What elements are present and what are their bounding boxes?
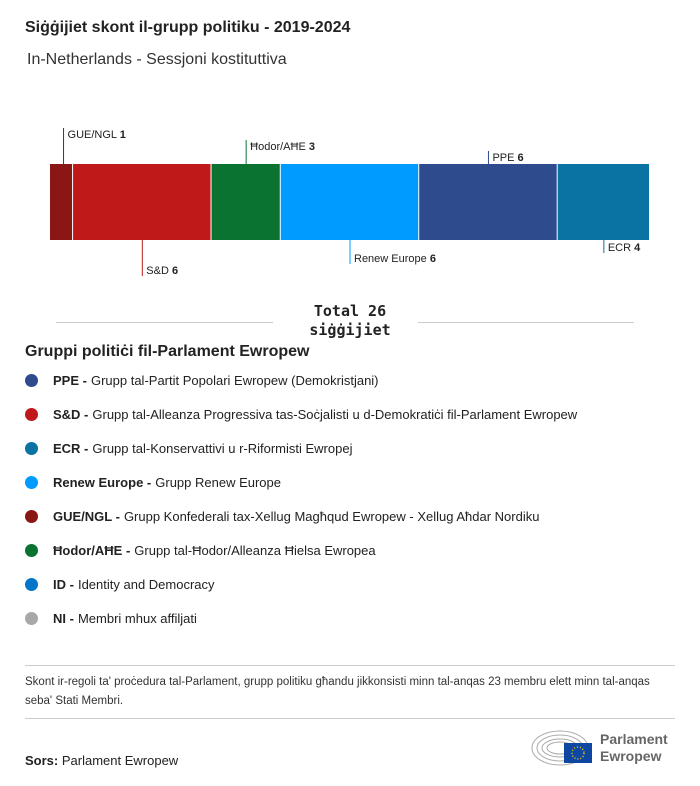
- logo-text: Parlament: [600, 731, 668, 747]
- legend-dot-icon: [25, 544, 38, 557]
- legend-item: Ħodor/AĦE - Grupp tal-Ħodor/Alleanza Ħiel…: [25, 543, 376, 558]
- legend-title: Gruppi politiċi fil-Parlament Ewropew: [25, 343, 310, 360]
- legend-abbr: S&D -: [53, 407, 89, 422]
- legend-abbr: ECR -: [53, 441, 89, 456]
- legend-item: S&D - Grupp tal-Alleanza Progressiva tas-…: [25, 407, 577, 422]
- bar-label: PPE 6: [492, 152, 523, 164]
- legend-item: ECR - Grupp tal-Konservattivi u r-Riformi…: [25, 441, 352, 456]
- source: Sors: Parlament Ewropew: [25, 753, 178, 768]
- legend-name: Grupp tal-Ħodor/Alleanza Ħielsa Ewropea: [134, 543, 376, 558]
- bar-label: Renew Europe 6: [354, 253, 436, 265]
- divider: [56, 322, 273, 323]
- legend-abbr: ID -: [53, 577, 74, 592]
- ep-logo: Parlament Ewropew: [530, 728, 668, 768]
- legend-item: Renew Europe - Grupp Renew Europe: [25, 475, 281, 490]
- legend-dot-icon: [25, 476, 38, 489]
- legend-item: PPE - Grupp tal-Partit Popolari Ewropew (…: [25, 373, 379, 388]
- legend-name: Grupp tal-Konservattivi u r-Riformisti E…: [92, 441, 353, 456]
- logo-text: Ewropew: [600, 748, 662, 764]
- legend-item: ID - Identity and Democracy: [25, 577, 215, 592]
- legend-abbr: GUE/NGL -: [53, 509, 120, 524]
- bar-label: ECR 4: [608, 242, 641, 254]
- bar-segment: [73, 164, 211, 240]
- legend-dot-icon: [25, 374, 38, 387]
- legend-dot-icon: [25, 578, 38, 591]
- bar-segment: [50, 164, 73, 240]
- chart-title: Siġġijiet skont il-grupp politiku - 2019…: [25, 19, 351, 36]
- divider: [25, 665, 675, 666]
- bar-label: GUE/NGL 1: [68, 129, 126, 141]
- footnote: Skont ir-regoli ta' proċedura tal-Parlam…: [25, 676, 650, 707]
- legend-name: Grupp tal-Partit Popolari Ewropew (Demok…: [90, 373, 379, 388]
- legend-item: GUE/NGL - Grupp Konfederali tax-Xellug Ma…: [25, 509, 539, 524]
- bar-label: S&D 6: [146, 265, 178, 277]
- total-seats: Total 26 siġġijiet: [280, 302, 420, 340]
- bar-segment: [211, 164, 280, 240]
- total-label: Total 26: [313, 302, 387, 320]
- bar-segment: [419, 164, 557, 240]
- eu-flag-icon: [564, 743, 592, 763]
- legend-item: NI - Membri mhux affiljati: [25, 611, 197, 626]
- legend-name: Grupp Konfederali tax-Xellug Magħqud Ewr…: [123, 509, 540, 524]
- chart-subtitle: In-Netherlands - Sessjoni kostituttiva: [27, 51, 287, 68]
- seat-bar-chart: GUE/NGL 1 S&D 6 Ħodor/AĦE 3 Renew Europe 6 P…: [50, 128, 649, 277]
- bar-label: Ħodor/AĦE 3: [250, 141, 315, 153]
- divider: [418, 322, 634, 323]
- bar-segment: [280, 164, 419, 240]
- legend-abbr: Renew Europe -: [53, 475, 152, 490]
- legend-name: Membri mhux affiljati: [77, 611, 197, 626]
- legend-dot-icon: [25, 442, 38, 455]
- legend-abbr: Ħodor/AĦE -: [53, 543, 131, 558]
- legend-abbr: NI -: [53, 611, 74, 626]
- total-unit: siġġijiet: [309, 321, 391, 339]
- source-name: Parlament Ewropew: [61, 753, 179, 768]
- bar-segment: [557, 164, 649, 240]
- legend-dot-icon: [25, 510, 38, 523]
- source-label: Sors:: [25, 753, 59, 768]
- legend-name: Grupp Renew Europe: [155, 475, 281, 490]
- divider: [25, 718, 675, 719]
- legend-abbr: PPE -: [53, 373, 87, 388]
- legend-name: Grupp tal-Alleanza Progressiva tas-Soċja…: [92, 407, 578, 422]
- legend-dot-icon: [25, 612, 38, 625]
- hemicycle-icon: [531, 730, 592, 766]
- legend-dot-icon: [25, 408, 38, 421]
- legend-name: Identity and Democracy: [77, 577, 215, 592]
